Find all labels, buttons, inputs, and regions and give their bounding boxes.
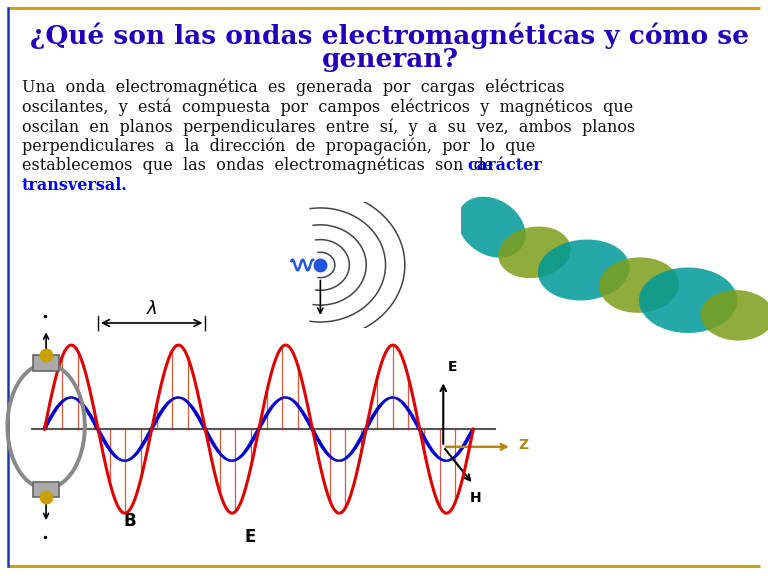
Ellipse shape <box>700 290 768 340</box>
Text: Z: Z <box>518 438 528 452</box>
Ellipse shape <box>458 196 525 257</box>
Text: E: E <box>448 360 457 374</box>
Text: transversal.: transversal. <box>22 176 127 194</box>
Text: generan?: generan? <box>322 47 458 71</box>
Ellipse shape <box>538 240 630 301</box>
Text: oscilan  en  planos  perpendiculares  entre  sí,  y  a  su  vez,  ambos  planos: oscilan en planos perpendiculares entre … <box>22 118 635 135</box>
Text: ¿Qué son las ondas electromagnéticas y cómo se: ¿Qué son las ondas electromagnéticas y c… <box>31 22 750 50</box>
Text: B: B <box>124 513 137 530</box>
Ellipse shape <box>599 257 679 313</box>
FancyBboxPatch shape <box>33 355 59 371</box>
Text: carácter: carácter <box>467 157 541 174</box>
Text: $\lambda$: $\lambda$ <box>146 300 157 318</box>
Text: perpendiculares  a  la  dirección  de  propagación,  por  lo  que: perpendiculares a la dirección de propag… <box>22 138 535 155</box>
Text: establecemos  que  las  ondas  electromagnéticas  son  de: establecemos que las ondas electromagnét… <box>22 157 504 175</box>
Ellipse shape <box>639 267 737 333</box>
Ellipse shape <box>498 226 571 278</box>
Text: E: E <box>245 528 256 546</box>
Text: oscilantes,  y  está  compuesta  por  campos  eléctricos  y  magnéticos  que: oscilantes, y está compuesta por campos … <box>22 98 634 116</box>
Text: H: H <box>469 491 482 505</box>
Text: Una  onda  electromagnética  es  generada  por  cargas  eléctricas: Una onda electromagnética es generada po… <box>22 79 564 97</box>
FancyBboxPatch shape <box>33 482 59 497</box>
